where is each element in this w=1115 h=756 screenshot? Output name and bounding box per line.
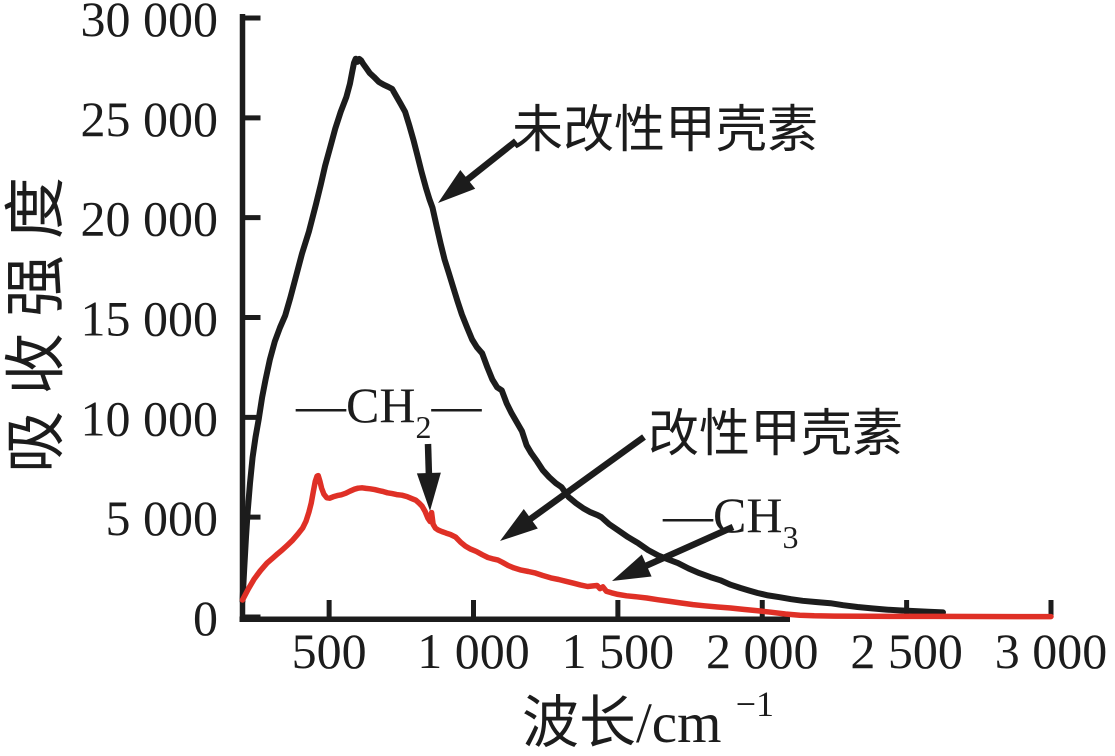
x-axis-title: 波长/cm −1 xyxy=(522,684,774,755)
x-axis-title-main: 波长/cm xyxy=(522,692,721,755)
annotation-ch3-label-part1: 3 xyxy=(782,519,798,555)
y-tick-label-0: 0 xyxy=(193,590,218,646)
annotation-modified-label: 改性甲壳素 xyxy=(648,407,903,463)
y-axis-title: 吸收强度 xyxy=(3,161,71,473)
y-tick-label-25000: 25 000 xyxy=(81,91,219,147)
ch3-label-arrow-line xyxy=(639,524,735,571)
annotation-ch2-label-part1: 2 xyxy=(415,409,431,445)
x-axis-title-superscript: −1 xyxy=(736,684,774,724)
x-tick-label-2500: 2 500 xyxy=(850,623,963,679)
annotations: 未改性甲壳素—CH2—改性甲壳素—CH3 xyxy=(295,103,903,581)
y-tick-label-15000: 15 000 xyxy=(81,291,219,347)
axis-tick-labels: 500 1 000 1 500 2 000 2 500 3 000 0 5 000 10 000… xyxy=(81,0,1108,679)
ch2-label-arrowhead xyxy=(416,472,441,511)
annotation-unmodified-label: 未改性甲壳素 xyxy=(512,103,818,159)
x-tick-label-1000: 1 000 xyxy=(417,623,530,679)
series-curve-unmodified-chitin xyxy=(239,55,946,616)
x-tick-label-2000: 2 000 xyxy=(706,623,819,679)
series-curve-modified-chitin xyxy=(239,472,1054,620)
ch3-label-arrowhead xyxy=(612,554,652,581)
x-tick-label-500: 500 xyxy=(292,623,367,679)
modified-label-arrow-line xyxy=(524,434,646,525)
x-tick-label-3000: 3 000 xyxy=(995,623,1108,679)
y-tick-label-5000: 5 000 xyxy=(106,490,219,546)
annotation-ch2-label-part2: — xyxy=(430,377,482,433)
data-series xyxy=(239,55,1054,620)
annotation-ch2-label-part0: —CH xyxy=(295,377,415,433)
x-tick-label-1500: 1 500 xyxy=(562,623,675,679)
y-tick-label-10000: 10 000 xyxy=(81,390,219,446)
y-tick-label-20000: 20 000 xyxy=(81,191,219,247)
annotation-ch2-label: —CH2— xyxy=(295,377,482,445)
unmodified-label-arrowhead xyxy=(438,169,476,203)
annotation-ch3-label: —CH3 xyxy=(662,487,798,555)
y-tick-label-30000: 30 000 xyxy=(81,0,219,47)
modified-label-arrowhead xyxy=(500,509,538,541)
unmodified-label-arrow-line xyxy=(461,138,519,186)
